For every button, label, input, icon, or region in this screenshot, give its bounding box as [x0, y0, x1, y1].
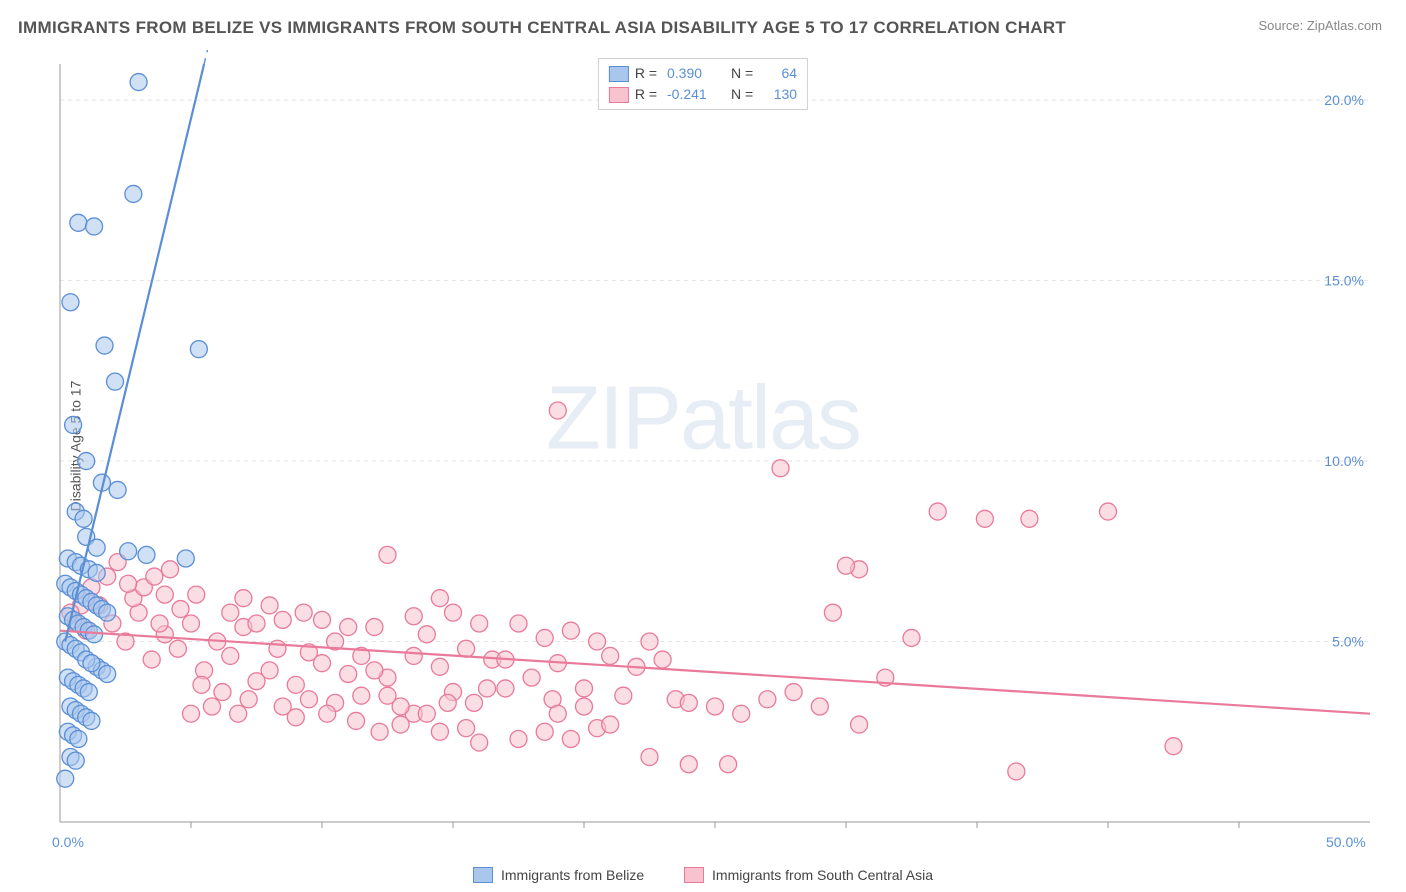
- n-value-1: 64: [763, 63, 797, 84]
- svg-text:20.0%: 20.0%: [1324, 92, 1364, 108]
- svg-text:5.0%: 5.0%: [1332, 634, 1364, 650]
- series-1-label: Immigrants from Belize: [501, 867, 644, 883]
- legend-row-2: R = -0.241 N = 130: [609, 84, 797, 105]
- r-value-2: -0.241: [667, 84, 725, 105]
- chart-svg: 5.0% 10.0% 15.0% 20.0%: [46, 50, 1386, 830]
- r-value-1: 0.390: [667, 63, 725, 84]
- svg-text:10.0%: 10.0%: [1324, 453, 1364, 469]
- chart-title: IMMIGRANTS FROM BELIZE VS IMMIGRANTS FRO…: [18, 18, 1066, 38]
- swatch-series-2: [609, 87, 629, 103]
- legend-row-1: R = 0.390 N = 64: [609, 63, 797, 84]
- swatch-series-2b: [684, 867, 704, 883]
- scatter-chart: 5.0% 10.0% 15.0% 20.0%: [46, 50, 1386, 830]
- swatch-series-1: [609, 66, 629, 82]
- legend-item-1: Immigrants from Belize: [473, 867, 644, 883]
- correlation-legend: R = 0.390 N = 64 R = -0.241 N = 130: [598, 58, 808, 110]
- source-label: Source: ZipAtlas.com: [1258, 18, 1382, 33]
- swatch-series-1b: [473, 867, 493, 883]
- svg-text:15.0%: 15.0%: [1324, 273, 1364, 289]
- x-axis-max-label: 50.0%: [1326, 834, 1366, 850]
- series-2-label: Immigrants from South Central Asia: [712, 867, 933, 883]
- series-legend: Immigrants from Belize Immigrants from S…: [0, 867, 1406, 886]
- legend-item-2: Immigrants from South Central Asia: [684, 867, 933, 883]
- n-value-2: 130: [763, 84, 797, 105]
- x-axis-min-label: 0.0%: [52, 834, 84, 850]
